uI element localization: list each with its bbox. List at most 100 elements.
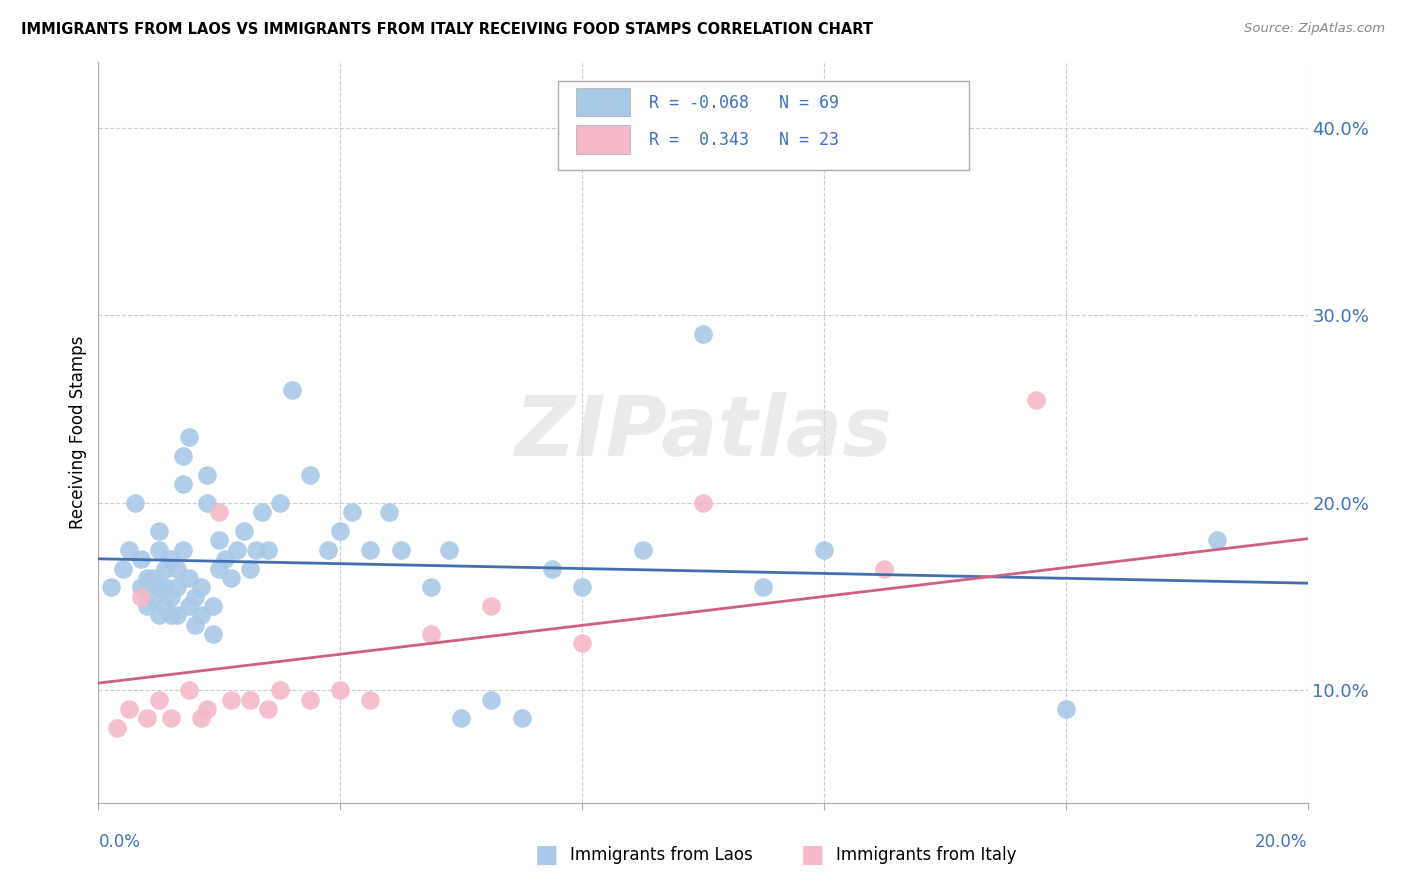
Point [226,542,249,557]
Point [166,608,188,623]
Point [124,496,146,510]
Point [160,552,183,566]
FancyBboxPatch shape [576,126,630,153]
Point [148,542,170,557]
Point [179,599,201,613]
Point [190,580,212,594]
FancyBboxPatch shape [558,81,969,169]
Point [118,542,141,557]
Point [184,617,207,632]
Point [179,430,201,444]
Point [166,580,188,594]
Point [160,711,183,725]
Point [571,580,593,594]
Point [179,683,201,698]
Point [195,702,218,716]
Point [111,561,134,575]
Point [179,571,201,585]
Point [148,524,170,538]
Point [692,496,714,510]
Point [195,467,218,482]
Point [232,524,254,538]
Point [142,571,165,585]
Point [148,608,170,623]
Point [813,542,835,557]
Point [540,561,562,575]
Point [153,561,176,575]
Text: IMMIGRANTS FROM LAOS VS IMMIGRANTS FROM ITALY RECEIVING FOOD STAMPS CORRELATION : IMMIGRANTS FROM LAOS VS IMMIGRANTS FROM … [21,22,873,37]
Point [481,692,503,706]
Text: ■: ■ [800,843,824,867]
Point [299,692,322,706]
Point [342,505,364,519]
Point [129,580,152,594]
Point [100,580,122,594]
Point [329,524,352,538]
Point [221,571,243,585]
Point [172,449,194,463]
Point [202,627,225,641]
Point [299,467,322,482]
Point [184,590,207,604]
Point [360,692,382,706]
Point [631,542,654,557]
Point [389,542,412,557]
FancyBboxPatch shape [576,88,630,117]
Point [437,542,460,557]
Text: Source: ZipAtlas.com: Source: ZipAtlas.com [1244,22,1385,36]
Point [166,561,188,575]
Text: ZIPatlas: ZIPatlas [515,392,891,473]
Point [129,552,152,566]
Point [377,505,399,519]
Point [239,561,262,575]
Point [281,384,304,398]
Point [118,702,141,716]
Text: Immigrants from Italy: Immigrants from Italy [837,846,1017,863]
Point [153,580,176,594]
Point [208,533,231,548]
Point [160,590,183,604]
Point [135,571,157,585]
Point [195,496,218,510]
Point [873,561,896,575]
Point [316,542,339,557]
Point [148,580,170,594]
Point [160,608,183,623]
Point [135,599,157,613]
Point [250,505,273,519]
Point [239,692,262,706]
Point [269,496,291,510]
Point [481,599,503,613]
Point [142,590,165,604]
Point [360,542,382,557]
Point [105,721,128,735]
Text: R = -0.068   N = 69: R = -0.068 N = 69 [648,95,838,112]
Point [214,552,236,566]
Point [510,711,533,725]
Point [420,580,443,594]
Point [692,327,714,342]
Point [420,627,443,641]
Point [245,542,267,557]
Point [1024,392,1046,407]
Text: ■: ■ [534,843,558,867]
Point [269,683,291,698]
Point [190,711,212,725]
Point [1206,533,1229,548]
Text: 0.0%: 0.0% [98,833,141,851]
Point [172,542,194,557]
Y-axis label: Receiving Food Stamps: Receiving Food Stamps [69,336,87,529]
Point [571,636,593,650]
Point [208,505,231,519]
Point [172,477,194,491]
Point [135,711,157,725]
Point [256,702,278,716]
Point [450,711,472,725]
Point [208,561,231,575]
Point [129,590,152,604]
Point [190,608,212,623]
Point [1054,702,1077,716]
Point [221,692,243,706]
Text: 20.0%: 20.0% [1256,833,1308,851]
Point [256,542,278,557]
